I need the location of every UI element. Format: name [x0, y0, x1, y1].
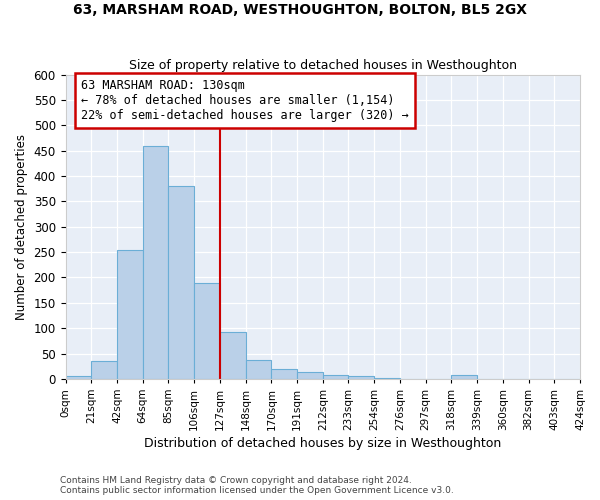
- Bar: [143, 146, 169, 379]
- Title: Size of property relative to detached houses in Westhoughton: Size of property relative to detached ho…: [129, 59, 517, 72]
- Bar: [451, 376, 477, 379]
- Bar: [91, 361, 117, 379]
- Bar: [169, 186, 194, 379]
- Y-axis label: Number of detached properties: Number of detached properties: [15, 134, 28, 320]
- Bar: [374, 378, 400, 379]
- Text: Contains HM Land Registry data © Crown copyright and database right 2024.
Contai: Contains HM Land Registry data © Crown c…: [60, 476, 454, 495]
- Text: 63 MARSHAM ROAD: 130sqm
← 78% of detached houses are smaller (1,154)
22% of semi: 63 MARSHAM ROAD: 130sqm ← 78% of detache…: [81, 79, 409, 122]
- Bar: [65, 376, 91, 379]
- Bar: [271, 369, 297, 379]
- Bar: [349, 376, 374, 379]
- Bar: [297, 372, 323, 379]
- Bar: [323, 375, 349, 379]
- Text: 63, MARSHAM ROAD, WESTHOUGHTON, BOLTON, BL5 2GX: 63, MARSHAM ROAD, WESTHOUGHTON, BOLTON, …: [73, 2, 527, 16]
- Bar: [220, 332, 245, 379]
- Bar: [117, 250, 143, 379]
- Bar: [194, 282, 220, 379]
- X-axis label: Distribution of detached houses by size in Westhoughton: Distribution of detached houses by size …: [144, 437, 502, 450]
- Bar: [245, 360, 271, 379]
